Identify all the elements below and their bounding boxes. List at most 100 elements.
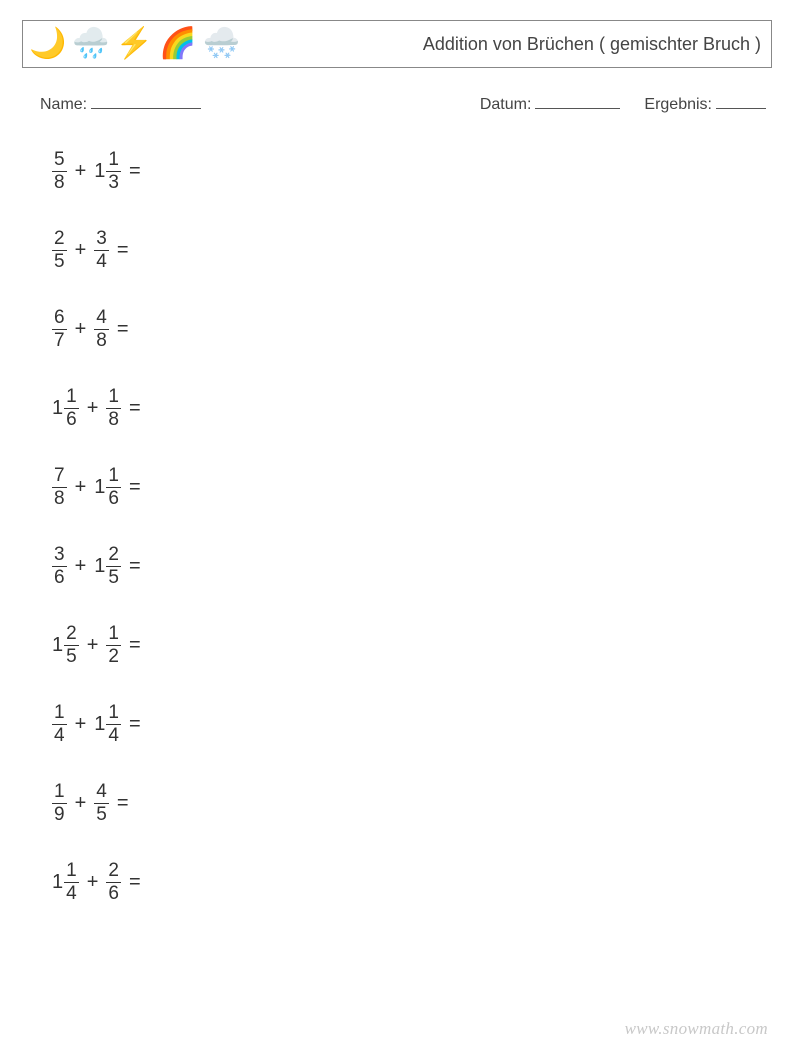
fraction: 78 bbox=[52, 466, 67, 509]
denominator: 4 bbox=[106, 724, 121, 746]
equals-sign: = bbox=[129, 397, 141, 420]
denominator: 9 bbox=[52, 803, 67, 825]
plus-operator: + bbox=[75, 792, 87, 815]
numerator: 2 bbox=[106, 861, 121, 882]
header-bar: 🌙 🌧️ ⚡ 🌈 🌨️ Addition von Brüchen ( gemis… bbox=[22, 20, 772, 68]
numerator: 4 bbox=[94, 782, 109, 803]
problem-row: 78+116= bbox=[52, 464, 772, 510]
denominator: 7 bbox=[52, 329, 67, 351]
fraction: 25 bbox=[64, 624, 79, 667]
name-field: Name: bbox=[40, 92, 201, 114]
result-blank[interactable] bbox=[716, 92, 766, 109]
fraction: 14 bbox=[52, 703, 67, 746]
problem-row: 36+125= bbox=[52, 543, 772, 589]
denominator: 5 bbox=[106, 566, 121, 588]
fraction: 34 bbox=[94, 229, 109, 272]
numerator: 2 bbox=[52, 229, 67, 250]
denominator: 5 bbox=[94, 803, 109, 825]
denominator: 3 bbox=[106, 171, 121, 193]
fraction: 25 bbox=[106, 545, 121, 588]
problem-row: 14+114= bbox=[52, 701, 772, 747]
numerator: 1 bbox=[64, 861, 79, 882]
whole-number: 1 bbox=[94, 713, 105, 736]
plus-operator: + bbox=[75, 239, 87, 262]
plus-operator: + bbox=[75, 318, 87, 341]
problem-row: 125+12= bbox=[52, 622, 772, 668]
fraction: 36 bbox=[52, 545, 67, 588]
denominator: 6 bbox=[64, 408, 79, 430]
date-field: Datum: bbox=[480, 92, 621, 114]
problem-row: 114+26= bbox=[52, 859, 772, 905]
result-label: Ergebnis: bbox=[644, 96, 712, 113]
plus-operator: + bbox=[75, 555, 87, 578]
fraction: 16 bbox=[106, 466, 121, 509]
denominator: 8 bbox=[52, 487, 67, 509]
fraction: 58 bbox=[52, 150, 67, 193]
numerator: 7 bbox=[52, 466, 67, 487]
whole-number: 1 bbox=[94, 160, 105, 183]
fraction: 26 bbox=[106, 861, 121, 904]
equals-sign: = bbox=[129, 871, 141, 894]
numerator: 4 bbox=[94, 308, 109, 329]
snow-cloud-icon: 🌨️ bbox=[202, 29, 239, 59]
denominator: 8 bbox=[106, 408, 121, 430]
footer-watermark: www.snowmath.com bbox=[625, 1019, 768, 1039]
plus-operator: + bbox=[75, 160, 87, 183]
denominator: 8 bbox=[52, 171, 67, 193]
fraction: 16 bbox=[64, 387, 79, 430]
fraction: 13 bbox=[106, 150, 121, 193]
denominator: 8 bbox=[94, 329, 109, 351]
problem-row: 58 +113 = bbox=[52, 148, 772, 194]
header-icons: 🌙 🌧️ ⚡ 🌈 🌨️ bbox=[29, 29, 240, 59]
numerator: 1 bbox=[106, 624, 121, 645]
denominator: 4 bbox=[94, 250, 109, 272]
numerator: 1 bbox=[106, 150, 121, 171]
equals-sign: = bbox=[129, 634, 141, 657]
fraction: 19 bbox=[52, 782, 67, 825]
denominator: 5 bbox=[64, 645, 79, 667]
numerator: 3 bbox=[94, 229, 109, 250]
problem-row: 116+18= bbox=[52, 385, 772, 431]
rainbow-icon: 🌈 bbox=[159, 29, 196, 59]
whole-number: 1 bbox=[52, 397, 63, 420]
name-label: Name: bbox=[40, 96, 87, 113]
moon-icon: 🌙 bbox=[29, 29, 66, 59]
denominator: 2 bbox=[106, 645, 121, 667]
equals-sign: = bbox=[129, 476, 141, 499]
whole-number: 1 bbox=[94, 555, 105, 578]
fraction: 48 bbox=[94, 308, 109, 351]
equals-sign: = bbox=[117, 318, 129, 341]
plus-operator: + bbox=[87, 634, 99, 657]
whole-number: 1 bbox=[52, 634, 63, 657]
denominator: 4 bbox=[64, 882, 79, 904]
equals-sign: = bbox=[117, 792, 129, 815]
worksheet-title: Addition von Brüchen ( gemischter Bruch … bbox=[423, 34, 761, 55]
fraction: 18 bbox=[106, 387, 121, 430]
plus-operator: + bbox=[75, 713, 87, 736]
fraction: 25 bbox=[52, 229, 67, 272]
numerator: 1 bbox=[64, 387, 79, 408]
numerator: 6 bbox=[52, 308, 67, 329]
numerator: 3 bbox=[52, 545, 67, 566]
denominator: 6 bbox=[106, 882, 121, 904]
numerator: 5 bbox=[52, 150, 67, 171]
numerator: 1 bbox=[106, 387, 121, 408]
plus-operator: + bbox=[75, 476, 87, 499]
numerator: 1 bbox=[52, 782, 67, 803]
denominator: 5 bbox=[52, 250, 67, 272]
fraction: 67 bbox=[52, 308, 67, 351]
numerator: 2 bbox=[64, 624, 79, 645]
problems-list: 58+113=25+34=67+48=116+18=78+116=36+125=… bbox=[52, 148, 772, 905]
result-field: Ergebnis: bbox=[644, 92, 766, 114]
problem-row: 19 +45 = bbox=[52, 780, 772, 826]
info-row: Name: Datum: Ergebnis: bbox=[40, 92, 766, 114]
name-blank[interactable] bbox=[91, 92, 201, 109]
fraction: 12 bbox=[106, 624, 121, 667]
problem-row: 25+34= bbox=[52, 227, 772, 273]
equals-sign: = bbox=[129, 160, 141, 183]
fraction: 14 bbox=[106, 703, 121, 746]
date-blank[interactable] bbox=[535, 92, 620, 109]
date-label: Datum: bbox=[480, 96, 532, 113]
denominator: 4 bbox=[52, 724, 67, 746]
plus-operator: + bbox=[87, 397, 99, 420]
